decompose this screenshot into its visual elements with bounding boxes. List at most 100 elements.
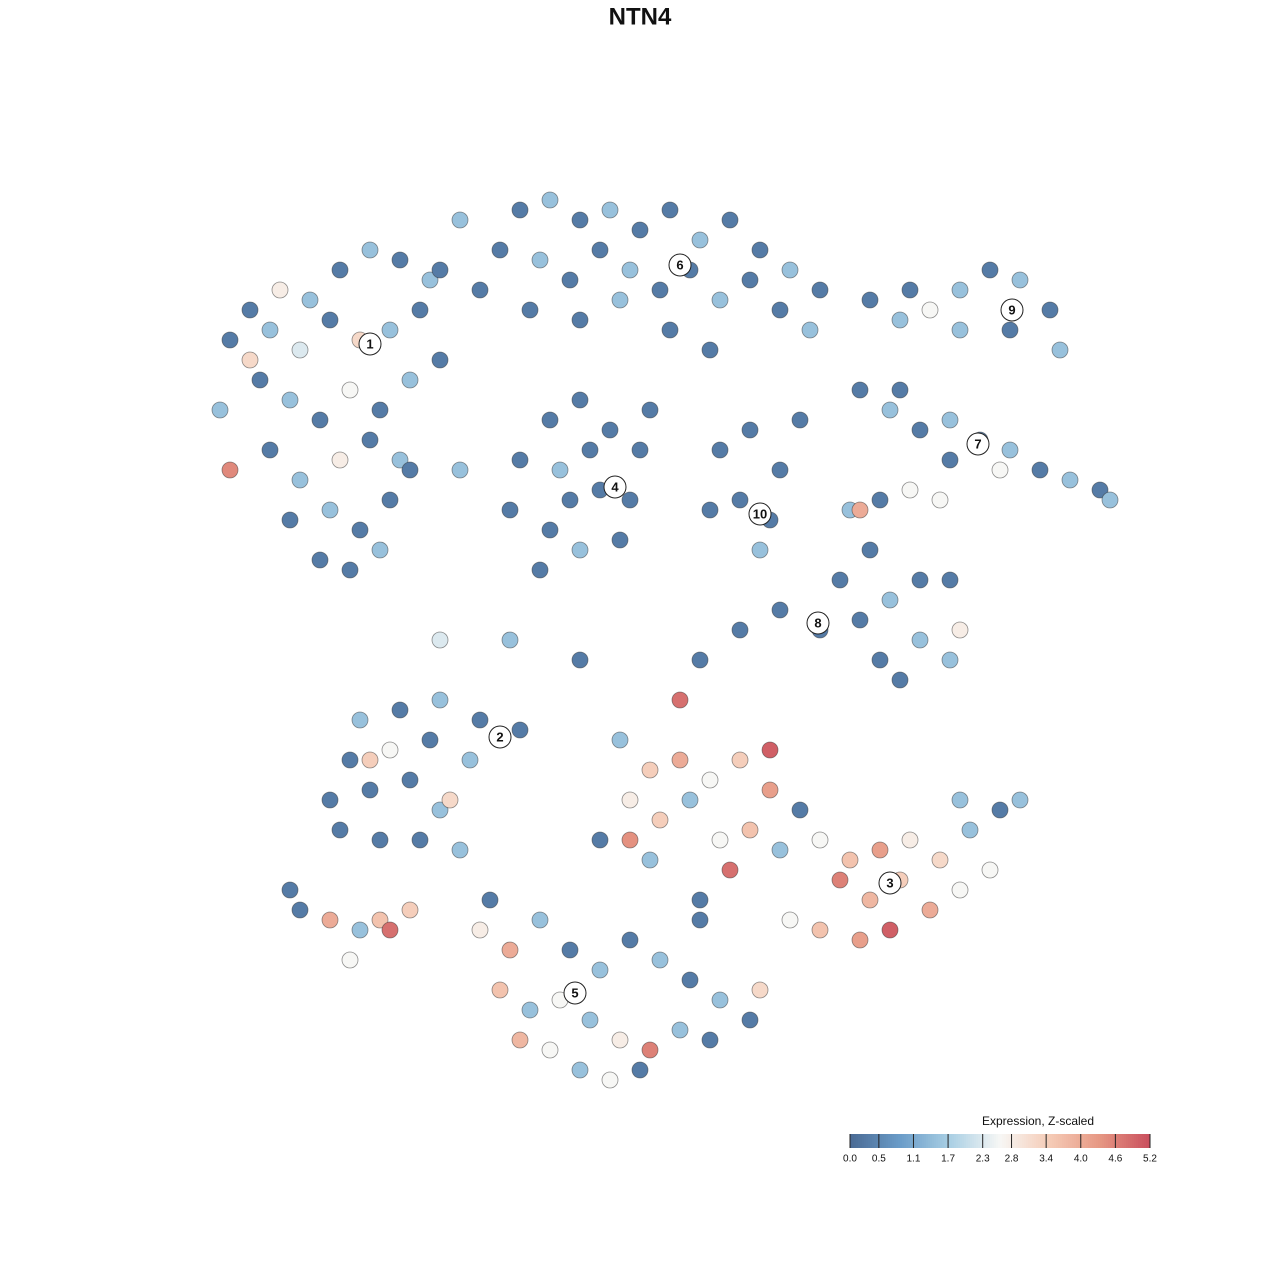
colorbar-segment bbox=[898, 1134, 901, 1148]
point bbox=[741, 821, 759, 839]
point bbox=[501, 941, 519, 959]
point bbox=[371, 401, 389, 419]
point bbox=[611, 531, 629, 549]
point bbox=[501, 501, 519, 519]
colorbar-segment bbox=[1014, 1134, 1017, 1148]
colorbar-segment bbox=[1104, 1134, 1107, 1148]
point bbox=[641, 851, 659, 869]
colorbar-segment bbox=[1054, 1134, 1057, 1148]
colorbar-segment bbox=[1012, 1134, 1015, 1148]
points bbox=[211, 191, 1119, 1089]
colorbar-segment bbox=[1020, 1134, 1023, 1148]
cluster-label: 5 bbox=[571, 985, 578, 1000]
point bbox=[931, 851, 949, 869]
colorbar-segment bbox=[886, 1134, 889, 1148]
colorbar-segment bbox=[910, 1134, 913, 1148]
point bbox=[621, 261, 639, 279]
point bbox=[731, 751, 749, 769]
point bbox=[951, 321, 969, 339]
colorbar-segment bbox=[1138, 1134, 1141, 1148]
point bbox=[981, 861, 999, 879]
colorbar-segment bbox=[1110, 1134, 1113, 1148]
point bbox=[331, 451, 349, 469]
point bbox=[721, 211, 739, 229]
colorbar-tick-label: 0.5 bbox=[872, 1154, 886, 1165]
point bbox=[451, 461, 469, 479]
colorbar-segment bbox=[854, 1134, 857, 1148]
point bbox=[951, 621, 969, 639]
point bbox=[661, 321, 679, 339]
point bbox=[681, 971, 699, 989]
point bbox=[811, 921, 829, 939]
point bbox=[411, 831, 429, 849]
point bbox=[381, 921, 399, 939]
colorbar-segment bbox=[992, 1134, 995, 1148]
point bbox=[761, 781, 779, 799]
colorbar-segment bbox=[958, 1134, 961, 1148]
colorbar-segment bbox=[1122, 1134, 1125, 1148]
colorbar-segment bbox=[1086, 1134, 1089, 1148]
point bbox=[1091, 481, 1109, 499]
colorbar-segment bbox=[1016, 1134, 1019, 1148]
point bbox=[901, 481, 919, 499]
point bbox=[391, 251, 409, 269]
point bbox=[741, 271, 759, 289]
point bbox=[341, 561, 359, 579]
cluster-label-badge bbox=[563, 981, 587, 1005]
colorbar-segment bbox=[1112, 1134, 1115, 1148]
colorbar-segment bbox=[1052, 1134, 1055, 1148]
point bbox=[431, 351, 449, 369]
point bbox=[691, 891, 709, 909]
colorbar-segment bbox=[1140, 1134, 1143, 1148]
point bbox=[861, 891, 879, 909]
colorbar-segment bbox=[1008, 1134, 1011, 1148]
colorbar-segment bbox=[1062, 1134, 1065, 1148]
point bbox=[941, 571, 959, 589]
point bbox=[281, 881, 299, 899]
cluster-label: 7 bbox=[974, 436, 981, 451]
colorbar-segment bbox=[892, 1134, 895, 1148]
point bbox=[541, 521, 559, 539]
point bbox=[241, 351, 259, 369]
point bbox=[521, 301, 539, 319]
point bbox=[771, 301, 789, 319]
point bbox=[401, 461, 419, 479]
colorbar-segment bbox=[864, 1134, 867, 1148]
colorbar-segment bbox=[942, 1134, 945, 1148]
point bbox=[691, 911, 709, 929]
cluster-label-badge bbox=[806, 611, 830, 635]
point bbox=[361, 751, 379, 769]
cluster-label-badge bbox=[966, 432, 990, 456]
colorbar-segment bbox=[890, 1134, 893, 1148]
point bbox=[621, 791, 639, 809]
point bbox=[581, 1011, 599, 1029]
point bbox=[611, 1031, 629, 1049]
point bbox=[591, 961, 609, 979]
colorbar-tick-label: 2.3 bbox=[976, 1154, 990, 1165]
point bbox=[261, 441, 279, 459]
point bbox=[571, 651, 589, 669]
point bbox=[891, 671, 909, 689]
point bbox=[301, 291, 319, 309]
point bbox=[751, 541, 769, 559]
point bbox=[641, 401, 659, 419]
colorbar-segment bbox=[1038, 1134, 1041, 1148]
point bbox=[641, 761, 659, 779]
point bbox=[291, 471, 309, 489]
colorbar-segment bbox=[1032, 1134, 1035, 1148]
colorbar-segment bbox=[852, 1134, 855, 1148]
colorbar-segment bbox=[1026, 1134, 1029, 1148]
point bbox=[871, 841, 889, 859]
point bbox=[361, 241, 379, 259]
point bbox=[951, 281, 969, 299]
point bbox=[881, 591, 899, 609]
point bbox=[941, 411, 959, 429]
point bbox=[901, 281, 919, 299]
point bbox=[621, 831, 639, 849]
point bbox=[861, 291, 879, 309]
point bbox=[351, 921, 369, 939]
colorbar-segment bbox=[994, 1134, 997, 1148]
colorbar-segment bbox=[1004, 1134, 1007, 1148]
annotations: 1 2 3 4 5 6 7 8 9 10 bbox=[358, 253, 1024, 1005]
colorbar-segment bbox=[882, 1134, 885, 1148]
